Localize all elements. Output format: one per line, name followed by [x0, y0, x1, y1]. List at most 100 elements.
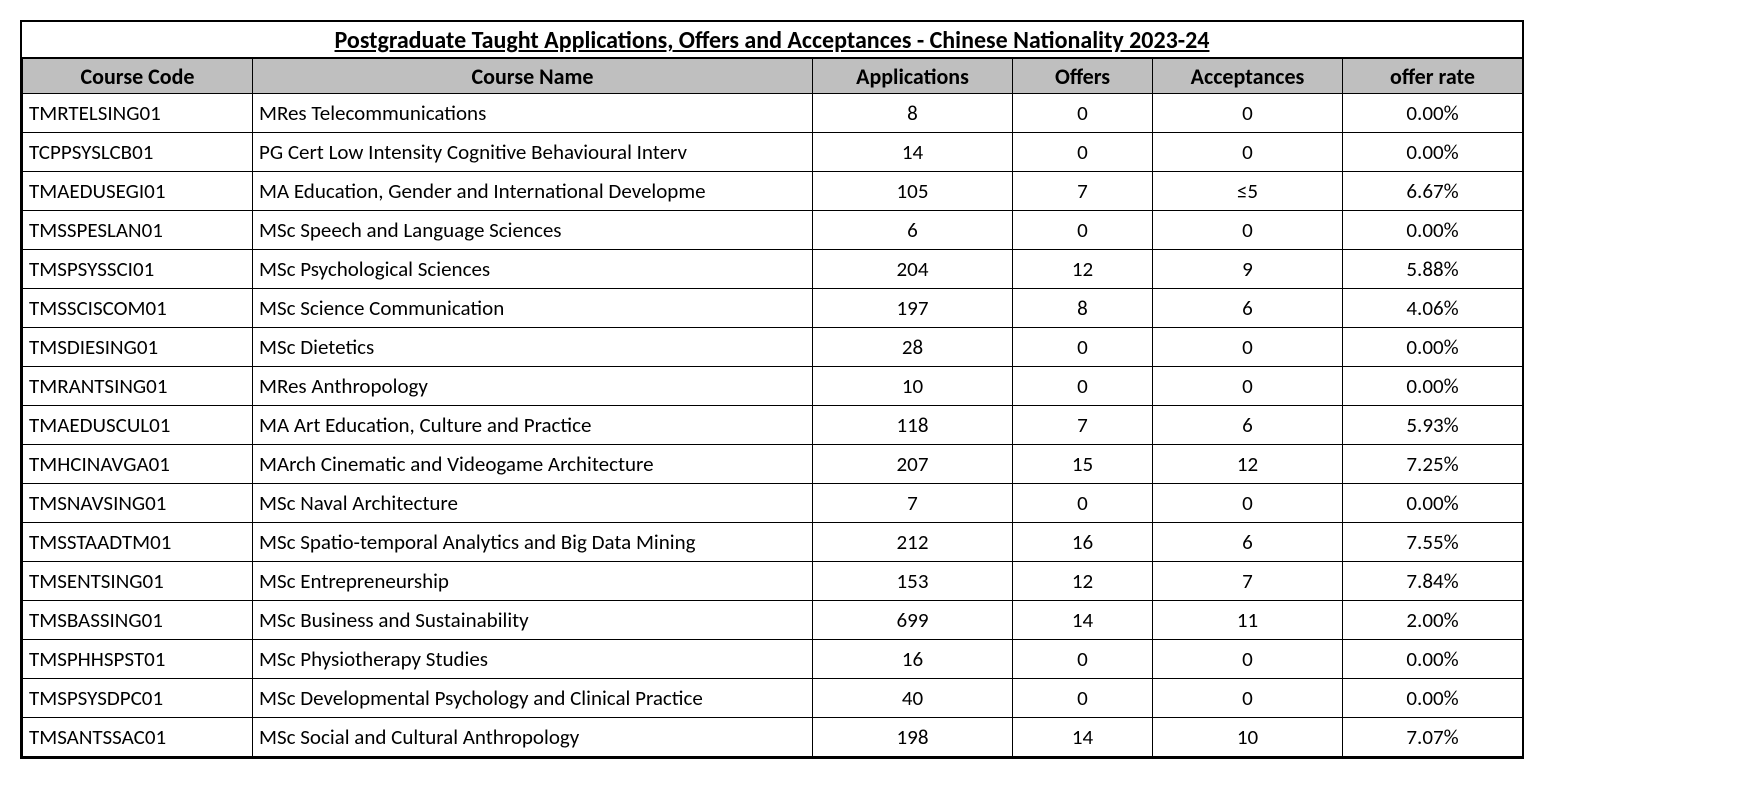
- cell-course-code: TMSSPESLAN01: [23, 211, 253, 250]
- cell-offers: 12: [1013, 562, 1153, 601]
- cell-acceptances: 6: [1153, 406, 1343, 445]
- cell-offer-rate: 5.88%: [1343, 250, 1523, 289]
- cell-acceptances: 0: [1153, 211, 1343, 250]
- cell-applications: 118: [813, 406, 1013, 445]
- cell-offer-rate: 0.00%: [1343, 211, 1523, 250]
- cell-offer-rate: 2.00%: [1343, 601, 1523, 640]
- cell-course-name: MSc Entrepreneurship: [253, 562, 813, 601]
- cell-course-name: MSc Dietetics: [253, 328, 813, 367]
- table-row: TMAEDUSEGI01MA Education, Gender and Int…: [23, 172, 1523, 211]
- applications-table-container: Postgraduate Taught Applications, Offers…: [20, 20, 1524, 759]
- cell-applications: 16: [813, 640, 1013, 679]
- cell-applications: 197: [813, 289, 1013, 328]
- col-header-rate: offer rate: [1343, 59, 1523, 94]
- table-row: TMSANTSSAC01MSc Social and Cultural Anth…: [23, 718, 1523, 757]
- col-header-offers: Offers: [1013, 59, 1153, 94]
- cell-offers: 0: [1013, 133, 1153, 172]
- cell-course-name: PG Cert Low Intensity Cognitive Behaviou…: [253, 133, 813, 172]
- cell-offer-rate: 0.00%: [1343, 640, 1523, 679]
- table-row: TMSNAVSING01MSc Naval Architecture7000.0…: [23, 484, 1523, 523]
- cell-applications: 699: [813, 601, 1013, 640]
- cell-acceptances: 11: [1153, 601, 1343, 640]
- cell-applications: 105: [813, 172, 1013, 211]
- cell-applications: 28: [813, 328, 1013, 367]
- cell-offer-rate: 7.84%: [1343, 562, 1523, 601]
- cell-offers: 0: [1013, 328, 1153, 367]
- cell-course-name: MSc Social and Cultural Anthropology: [253, 718, 813, 757]
- cell-offers: 7: [1013, 172, 1153, 211]
- table-row: TMHCINAVGA01MArch Cinematic and Videogam…: [23, 445, 1523, 484]
- table-body: TMRTELSING01MRes Telecommunications8000.…: [23, 94, 1523, 757]
- table-row: TMSBASSING01MSc Business and Sustainabil…: [23, 601, 1523, 640]
- cell-applications: 153: [813, 562, 1013, 601]
- table-title: Postgraduate Taught Applications, Offers…: [22, 22, 1522, 58]
- cell-offer-rate: 0.00%: [1343, 328, 1523, 367]
- cell-applications: 204: [813, 250, 1013, 289]
- cell-course-code: TCPPSYSLCB01: [23, 133, 253, 172]
- cell-applications: 198: [813, 718, 1013, 757]
- cell-course-code: TMSDIESING01: [23, 328, 253, 367]
- cell-offer-rate: 0.00%: [1343, 679, 1523, 718]
- cell-applications: 14: [813, 133, 1013, 172]
- table-row: TMSPHHSPST01MSc Physiotherapy Studies160…: [23, 640, 1523, 679]
- cell-course-code: TMSPSYSSCI01: [23, 250, 253, 289]
- cell-acceptances: 0: [1153, 484, 1343, 523]
- cell-course-code: TMRANTSING01: [23, 367, 253, 406]
- cell-offers: 0: [1013, 679, 1153, 718]
- cell-offers: 0: [1013, 640, 1153, 679]
- table-row: TMSSTAADTM01MSc Spatio-temporal Analytic…: [23, 523, 1523, 562]
- cell-offers: 0: [1013, 94, 1153, 133]
- cell-acceptances: 0: [1153, 133, 1343, 172]
- cell-course-name: MSc Physiotherapy Studies: [253, 640, 813, 679]
- cell-applications: 212: [813, 523, 1013, 562]
- cell-applications: 40: [813, 679, 1013, 718]
- cell-applications: 10: [813, 367, 1013, 406]
- cell-course-name: MSc Business and Sustainability: [253, 601, 813, 640]
- cell-acceptances: 0: [1153, 640, 1343, 679]
- cell-course-name: MSc Science Communication: [253, 289, 813, 328]
- table-row: TCPPSYSLCB01PG Cert Low Intensity Cognit…: [23, 133, 1523, 172]
- cell-course-code: TMSENTSING01: [23, 562, 253, 601]
- cell-applications: 6: [813, 211, 1013, 250]
- cell-offers: 14: [1013, 718, 1153, 757]
- cell-course-code: TMSBASSING01: [23, 601, 253, 640]
- cell-course-name: MA Education, Gender and International D…: [253, 172, 813, 211]
- col-header-accept: Acceptances: [1153, 59, 1343, 94]
- cell-offers: 12: [1013, 250, 1153, 289]
- cell-offers: 7: [1013, 406, 1153, 445]
- cell-acceptances: 0: [1153, 367, 1343, 406]
- table-row: TMAEDUSCUL01MA Art Education, Culture an…: [23, 406, 1523, 445]
- cell-acceptances: 0: [1153, 94, 1343, 133]
- col-header-name: Course Name: [253, 59, 813, 94]
- cell-offers: 15: [1013, 445, 1153, 484]
- table-row: TMSSCISCOM01MSc Science Communication197…: [23, 289, 1523, 328]
- cell-applications: 7: [813, 484, 1013, 523]
- cell-acceptances: 12: [1153, 445, 1343, 484]
- cell-course-code: TMSPHHSPST01: [23, 640, 253, 679]
- cell-course-name: MSc Psychological Sciences: [253, 250, 813, 289]
- cell-course-code: TMAEDUSCUL01: [23, 406, 253, 445]
- cell-offers: 14: [1013, 601, 1153, 640]
- cell-acceptances: ≤5: [1153, 172, 1343, 211]
- cell-acceptances: 7: [1153, 562, 1343, 601]
- table-row: TMRTELSING01MRes Telecommunications8000.…: [23, 94, 1523, 133]
- cell-course-name: MRes Anthropology: [253, 367, 813, 406]
- table-row: TMRANTSING01MRes Anthropology10000.00%: [23, 367, 1523, 406]
- cell-acceptances: 0: [1153, 679, 1343, 718]
- cell-course-name: MSc Spatio-temporal Analytics and Big Da…: [253, 523, 813, 562]
- table-row: TMSPSYSSCI01MSc Psychological Sciences20…: [23, 250, 1523, 289]
- table-header-row: Course Code Course Name Applications Off…: [23, 59, 1523, 94]
- cell-offer-rate: 4.06%: [1343, 289, 1523, 328]
- cell-offer-rate: 0.00%: [1343, 367, 1523, 406]
- cell-applications: 207: [813, 445, 1013, 484]
- cell-acceptances: 6: [1153, 289, 1343, 328]
- cell-offer-rate: 7.07%: [1343, 718, 1523, 757]
- cell-acceptances: 6: [1153, 523, 1343, 562]
- cell-course-code: TMSSCISCOM01: [23, 289, 253, 328]
- cell-course-name: MArch Cinematic and Videogame Architectu…: [253, 445, 813, 484]
- cell-course-code: TMHCINAVGA01: [23, 445, 253, 484]
- cell-offer-rate: 7.25%: [1343, 445, 1523, 484]
- cell-course-name: MRes Telecommunications: [253, 94, 813, 133]
- cell-offers: 0: [1013, 211, 1153, 250]
- cell-offer-rate: 5.93%: [1343, 406, 1523, 445]
